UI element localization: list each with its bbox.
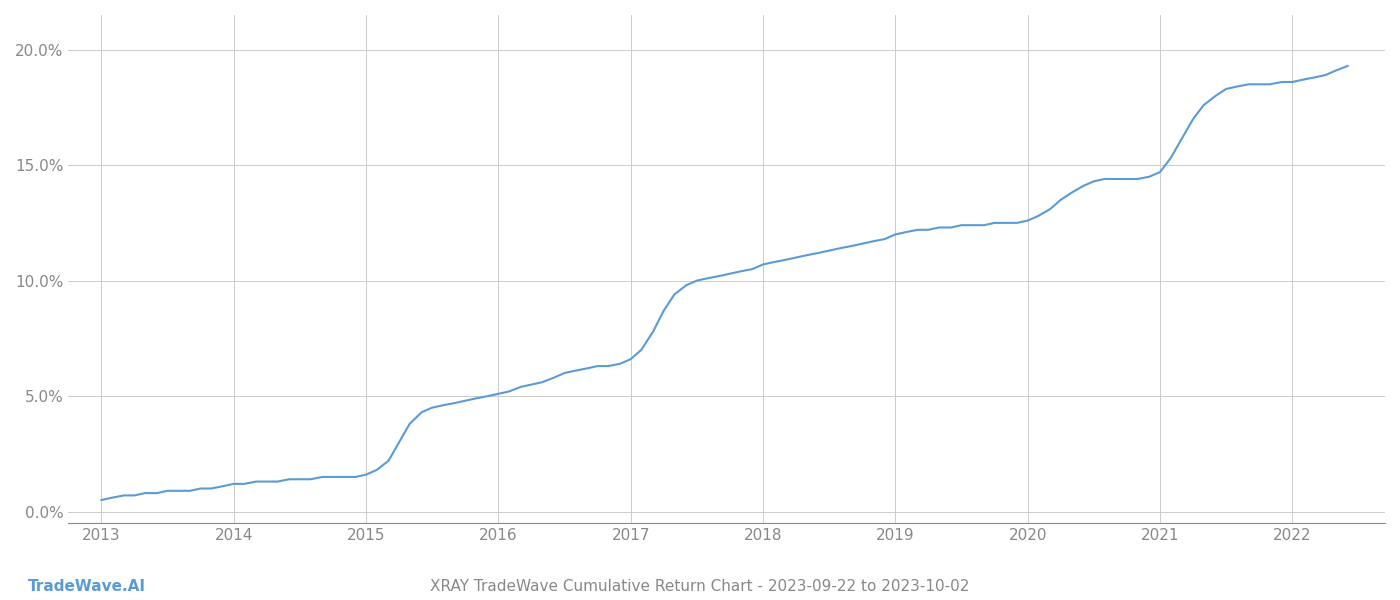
Text: TradeWave.AI: TradeWave.AI — [28, 579, 146, 594]
Text: XRAY TradeWave Cumulative Return Chart - 2023-09-22 to 2023-10-02: XRAY TradeWave Cumulative Return Chart -… — [430, 579, 970, 594]
